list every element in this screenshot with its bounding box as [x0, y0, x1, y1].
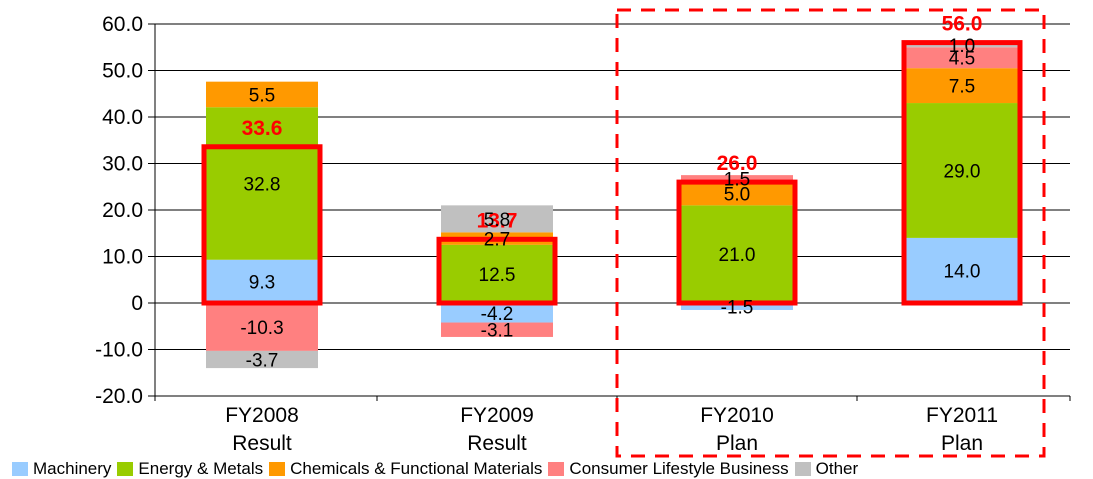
total-highlight-box: [901, 40, 1023, 306]
category-label: FY2009: [460, 404, 534, 427]
bar-segment-other: [206, 350, 318, 369]
category-label: Result: [467, 432, 527, 455]
legend-item: Energy & Metals: [117, 459, 263, 479]
data-label: 9.3: [249, 272, 275, 293]
bar-segment-other: [441, 205, 553, 233]
data-label: 5.8: [484, 210, 510, 231]
legend-label: Machinery: [33, 459, 112, 478]
data-label: 1.5: [724, 170, 750, 191]
bar-segment-consumer-lifestyle-business: [906, 47, 1018, 69]
total-label: 56.0: [942, 13, 983, 36]
legend-label: Chemicals & Functional Materials: [290, 459, 543, 478]
bar-segment-energy-metals: [906, 103, 1018, 238]
legend-swatch: [117, 462, 134, 476]
total-label: 26.0: [717, 152, 758, 175]
y-tick-label: -10.0: [95, 339, 143, 362]
bar-segment-chemicals-functional-materials: [206, 81, 318, 108]
data-label: 1.0: [949, 36, 975, 57]
total-highlight-box: [436, 236, 558, 306]
category-label: FY2011: [926, 404, 998, 427]
y-tick-label: 0: [131, 292, 143, 315]
data-label: 14.0: [944, 261, 981, 282]
category-label: Plan: [941, 432, 983, 455]
bar-segment-machinery: [681, 303, 793, 310]
legend-swatch: [548, 462, 565, 476]
data-label: 21.0: [719, 245, 756, 266]
data-label: -4.2: [481, 304, 514, 325]
data-label: 7.5: [949, 77, 975, 98]
legend-item: Machinery: [12, 459, 111, 479]
total-highlight-box: [676, 179, 798, 306]
total-label: 13.7: [477, 209, 518, 232]
data-label: 5.0: [724, 185, 750, 206]
y-tick-label: 30.0: [102, 153, 143, 176]
bar-segment-chemicals-functional-materials: [681, 182, 793, 206]
bar-segment-machinery: [206, 259, 318, 303]
category-label: FY2008: [225, 404, 299, 427]
bar-segment-energy-metals: [206, 107, 318, 260]
legend-item: Consumer Lifestyle Business: [548, 459, 789, 479]
bar-segment-chemicals-functional-materials: [906, 68, 1018, 104]
bar-segment-machinery: [906, 237, 1018, 303]
legend-label: Energy & Metals: [138, 459, 264, 478]
y-tick-label: 40.0: [102, 106, 143, 129]
plan-period-box: [615, 8, 1046, 458]
data-label: 4.5: [949, 49, 975, 70]
data-label: 5.5: [249, 85, 275, 106]
bar-segment-consumer-lifestyle-business: [441, 322, 553, 337]
category-label: Plan: [716, 432, 758, 455]
y-tick-label: 60.0: [102, 13, 143, 36]
legend-item: Other: [794, 459, 859, 479]
data-label: 29.0: [944, 161, 981, 182]
data-label: -1.5: [721, 297, 754, 318]
y-tick-label: 10.0: [102, 246, 143, 269]
category-label: Result: [232, 432, 292, 455]
bar-segment-machinery: [441, 303, 553, 323]
y-tick-label: 50.0: [102, 60, 143, 83]
y-tick-label: 20.0: [102, 199, 143, 222]
bar-segment-energy-metals: [681, 205, 793, 303]
legend-label: Consumer Lifestyle Business: [569, 459, 789, 478]
legend: Machinery Energy & Metals Chemicals & Func…: [12, 459, 858, 479]
data-label: 12.5: [479, 265, 516, 286]
category-label: FY2010: [700, 404, 774, 427]
data-label: 2.7: [484, 230, 510, 251]
y-tick-label: -20.0: [95, 385, 143, 408]
legend-label: Other: [815, 459, 859, 478]
bar-segment-energy-metals: [441, 244, 553, 303]
bar-segment-consumer-lifestyle-business: [206, 303, 318, 351]
total-highlight-box: [201, 144, 323, 306]
data-label: -3.1: [481, 321, 514, 342]
legend-swatch: [269, 462, 286, 476]
stacked-bar-chart: 60.0 50.0 40.0 30.0 20.0 10.0 0 -10.0 -20.0 33.6 1…: [95, 8, 1071, 458]
data-label: -3.7: [246, 350, 279, 371]
data-label: -10.3: [240, 318, 283, 339]
bar-segment-consumer-lifestyle-business: [681, 175, 793, 183]
total-label: 33.6: [242, 117, 283, 140]
legend-item: Chemicals & Functional Materials: [269, 459, 542, 479]
legend-swatch: [794, 462, 811, 476]
legend-swatch: [12, 462, 28, 476]
data-label: 32.8: [244, 174, 281, 195]
